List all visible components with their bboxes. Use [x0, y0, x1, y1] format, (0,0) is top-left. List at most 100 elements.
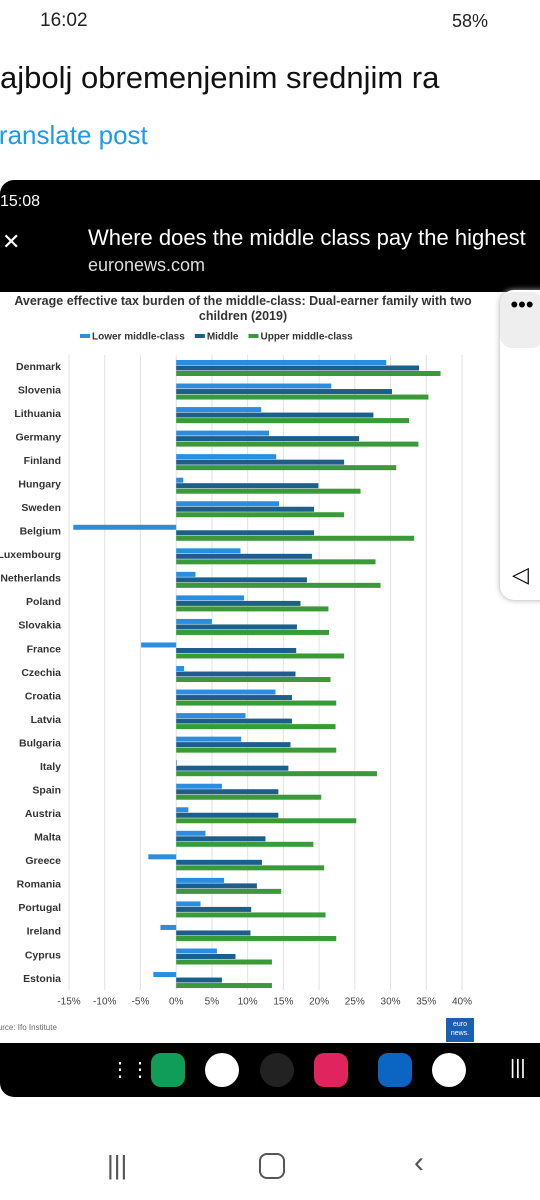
euronews-logo: euro news.: [446, 1018, 474, 1042]
bar: [176, 724, 336, 730]
bar: [176, 559, 376, 565]
bar: [176, 771, 377, 777]
x-tick-label: 0%: [169, 997, 184, 1008]
bar: [176, 888, 282, 894]
dock: ⋮⋮ |||: [0, 1043, 540, 1097]
bar: [176, 906, 252, 912]
y-tick-label: Portugal: [18, 902, 61, 914]
x-tick-label: 15%: [273, 997, 293, 1008]
bar: [176, 407, 262, 413]
chart-source: Source: Ifo Institute: [0, 1023, 57, 1032]
bar: [176, 859, 262, 865]
y-tick-label: Sweden: [21, 502, 61, 514]
more-button[interactable]: •••: [500, 292, 540, 348]
bar: [176, 488, 361, 494]
y-tick-label: Ireland: [27, 926, 61, 938]
y-tick-label: France: [27, 643, 62, 655]
bar: [176, 606, 329, 612]
bar: [176, 765, 289, 771]
post-text: ajbolj obremenjenim srednjim ra: [0, 60, 440, 95]
bar: [176, 718, 292, 724]
bar: [176, 465, 397, 471]
bar: [176, 383, 332, 389]
y-tick-label: Estonia: [23, 973, 61, 985]
bar: [148, 854, 177, 860]
translate-link[interactable]: Translate post: [0, 120, 148, 150]
browser-header: [0, 180, 540, 292]
bar: [176, 530, 315, 536]
x-tick-label: 5%: [205, 997, 220, 1008]
nav-recents[interactable]: |||: [107, 1150, 128, 1180]
y-tick-label: Poland: [26, 596, 61, 608]
close-button[interactable]: ✕: [2, 229, 21, 254]
bar: [176, 459, 345, 465]
y-tick-label: Greece: [25, 855, 61, 867]
x-tick-label: 20%: [309, 997, 329, 1008]
bar: [176, 477, 184, 483]
bar: [176, 736, 242, 742]
bar: [176, 548, 241, 554]
bar: [176, 983, 272, 989]
apps-button[interactable]: ⋮⋮: [110, 1059, 150, 1081]
y-tick-label: Austria: [25, 808, 61, 820]
y-tick-label: Italy: [40, 761, 61, 773]
bar: [176, 783, 222, 789]
phone-app[interactable]: [151, 1053, 185, 1087]
y-tick-label: Denmark: [16, 361, 61, 373]
bar: [176, 483, 319, 489]
y-tick-label: Cyprus: [25, 949, 61, 961]
bar: [176, 948, 217, 954]
bar: [176, 959, 272, 965]
x-tick-label: 35%: [416, 997, 436, 1008]
inner-time: 15:08: [0, 193, 41, 210]
messages-app[interactable]: [205, 1053, 239, 1087]
y-tick-label: Malta: [34, 832, 61, 844]
bar: [176, 577, 307, 583]
bar: [176, 742, 291, 748]
bar: [176, 747, 337, 753]
bar: [176, 877, 225, 883]
nav-back[interactable]: ‹: [414, 1146, 424, 1179]
google-app[interactable]: [432, 1053, 466, 1087]
outlook-app[interactable]: [378, 1053, 412, 1087]
bar: [176, 841, 314, 847]
volume-button[interactable]: ◁: [512, 562, 529, 587]
bar: [176, 865, 325, 871]
bar: [176, 365, 420, 371]
bar: [176, 360, 387, 365]
x-tick-label: -5%: [132, 997, 150, 1008]
y-tick-label: Latvia: [31, 714, 62, 726]
chart-title: Average effective tax burden of the midd…: [14, 294, 472, 323]
bar: [176, 582, 381, 588]
y-tick-label: Croatia: [25, 690, 61, 702]
battery: 58%: [452, 11, 489, 31]
y-tick-label: Luxembourg: [0, 549, 61, 561]
bar: [176, 760, 177, 766]
bar: [176, 618, 212, 624]
x-tick-label: 25%: [345, 997, 365, 1008]
bar: [176, 954, 236, 959]
bar: [176, 700, 337, 706]
y-tick-label: Spain: [32, 785, 61, 797]
y-tick-label: Germany: [15, 431, 61, 443]
x-app[interactable]: [260, 1053, 294, 1087]
bar: [176, 506, 315, 512]
recents-button[interactable]: |||: [510, 1057, 526, 1079]
bar: [176, 677, 331, 683]
nav-home[interactable]: [259, 1153, 285, 1179]
y-tick-label: Bulgaria: [19, 737, 61, 749]
legend-label: Middle: [207, 332, 239, 343]
bar: [176, 629, 330, 635]
y-tick-label: Romania: [17, 879, 62, 891]
legend-swatch: [80, 334, 90, 338]
bar: [153, 972, 177, 978]
bar: [176, 553, 312, 559]
x-tick-label: 40%: [452, 997, 472, 1008]
bar: [176, 695, 292, 701]
bar: [176, 883, 257, 889]
camera-app[interactable]: [314, 1053, 348, 1087]
x-tick-label: -15%: [57, 997, 80, 1008]
bar: [160, 924, 177, 930]
